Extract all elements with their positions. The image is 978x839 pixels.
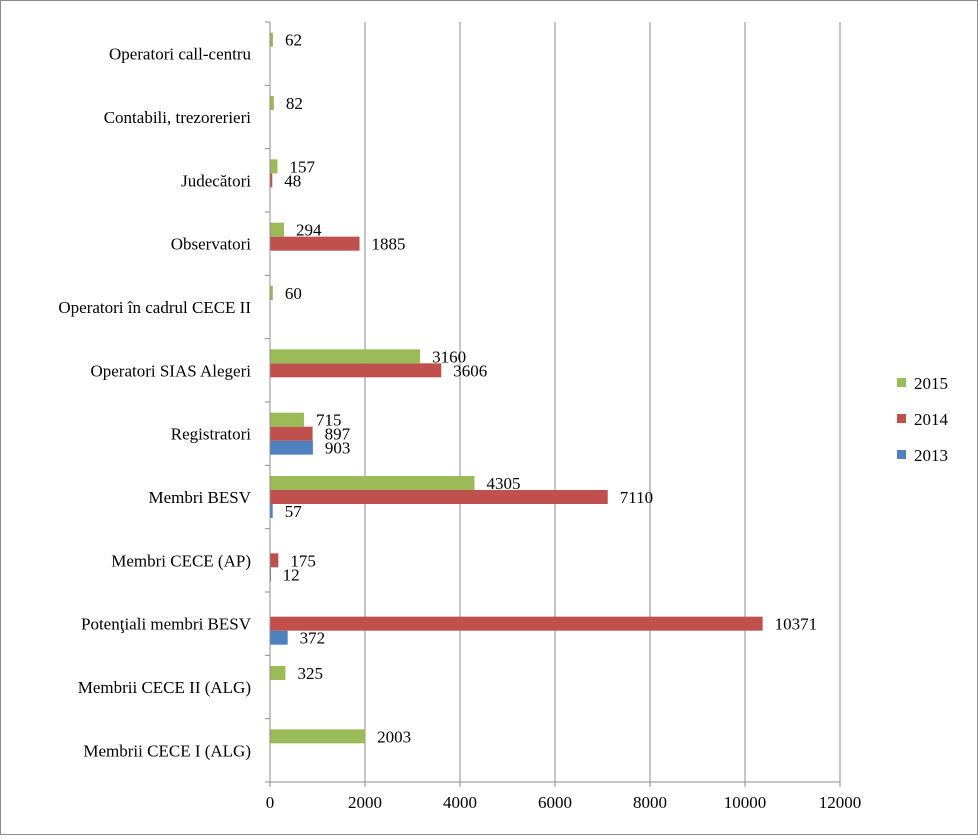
data-label-2014: 10371 <box>775 615 818 634</box>
data-label-2015: 715 <box>316 411 342 430</box>
x-tick-label: 12000 <box>819 793 862 812</box>
bar-2015 <box>270 32 273 47</box>
data-label-2015: 60 <box>285 284 302 303</box>
bar-2015 <box>270 96 274 110</box>
legend-swatch-2013 <box>897 450 906 459</box>
bar-2014 <box>270 363 442 378</box>
bar-2013 <box>270 504 273 518</box>
legend-swatch-2015 <box>897 378 906 387</box>
category-label: Observatori <box>171 235 252 254</box>
bar-2015 <box>270 349 421 364</box>
data-label-2015: 157 <box>289 157 315 176</box>
bar-2015 <box>270 286 273 300</box>
data-label-2014: 175 <box>290 551 316 570</box>
bar-2014 <box>270 173 273 188</box>
category-label: Operatori în cadrul CECE II <box>58 298 251 317</box>
data-label-2013: 903 <box>325 439 351 458</box>
data-label-2015: 82 <box>286 94 303 113</box>
legend-label-2013: 2013 <box>914 446 948 465</box>
data-label-2015: 2003 <box>377 727 411 746</box>
category-label: Potenţiali membri BESV <box>81 615 252 634</box>
category-label: Operatori call-centru <box>109 45 252 64</box>
bar-2014 <box>270 426 313 441</box>
data-label-2013: 12 <box>283 565 300 584</box>
data-label-2014: 1885 <box>372 235 406 254</box>
bar-2015 <box>270 222 284 237</box>
legend-label-2014: 2014 <box>914 410 949 429</box>
data-label-2015: 294 <box>296 221 322 240</box>
data-label-2015: 325 <box>297 664 323 683</box>
x-tick-label: 2000 <box>348 793 382 812</box>
bar-2014 <box>270 236 360 251</box>
data-label-2015: 3160 <box>432 347 466 366</box>
bar-2015 <box>270 159 278 174</box>
bar-2013 <box>270 630 288 645</box>
data-label-2015: 62 <box>285 31 302 50</box>
x-tick-label: 0 <box>266 793 275 812</box>
data-label-2013: 372 <box>300 629 326 648</box>
bar-2014 <box>270 616 763 631</box>
legend-swatch-2014 <box>897 414 906 423</box>
data-labels: 372 12 57 903 10371 175 7110 897 3606 1885 48 2003 3… <box>283 31 818 747</box>
data-label-2014: 3606 <box>453 361 487 380</box>
bar-2015 <box>270 412 304 427</box>
bar-2015 <box>270 666 286 680</box>
data-label-2014: 7110 <box>620 488 653 507</box>
bar-2014 <box>270 490 608 504</box>
data-label-2013: 57 <box>285 502 303 521</box>
category-label: Judecători <box>181 171 251 190</box>
category-label: Membri CECE (AP) <box>111 551 251 570</box>
axes: 0 2000 4000 6000 8000 10000 12000 Membrii CECE … <box>58 21 862 812</box>
x-tick-label: 4000 <box>443 793 477 812</box>
bar-2015 <box>270 729 366 744</box>
data-label-2014: 897 <box>325 425 351 444</box>
category-label: Registratori <box>171 425 252 444</box>
gridlines <box>364 22 841 782</box>
legend-label-2015: 2015 <box>914 374 948 393</box>
legend: 2015 2014 2013 <box>897 374 949 465</box>
x-tick-label: 6000 <box>538 793 572 812</box>
bar-2015 <box>270 476 475 490</box>
category-label: Membri BESV <box>149 488 252 507</box>
category-label: Operatori SIAS Alegeri <box>90 361 251 380</box>
category-label: Membrii CECE II (ALG) <box>78 678 251 697</box>
data-label-2015: 4305 <box>486 474 520 493</box>
x-tick-label: 8000 <box>633 793 667 812</box>
bar-2014 <box>270 553 279 568</box>
x-tick-label: 10000 <box>724 793 767 812</box>
category-label: Membrii CECE I (ALG) <box>83 741 251 760</box>
bars <box>270 32 763 744</box>
category-label: Contabili, trezorerieri <box>104 108 252 127</box>
data-label-2014: 48 <box>284 171 301 190</box>
bar-2013 <box>270 440 313 455</box>
